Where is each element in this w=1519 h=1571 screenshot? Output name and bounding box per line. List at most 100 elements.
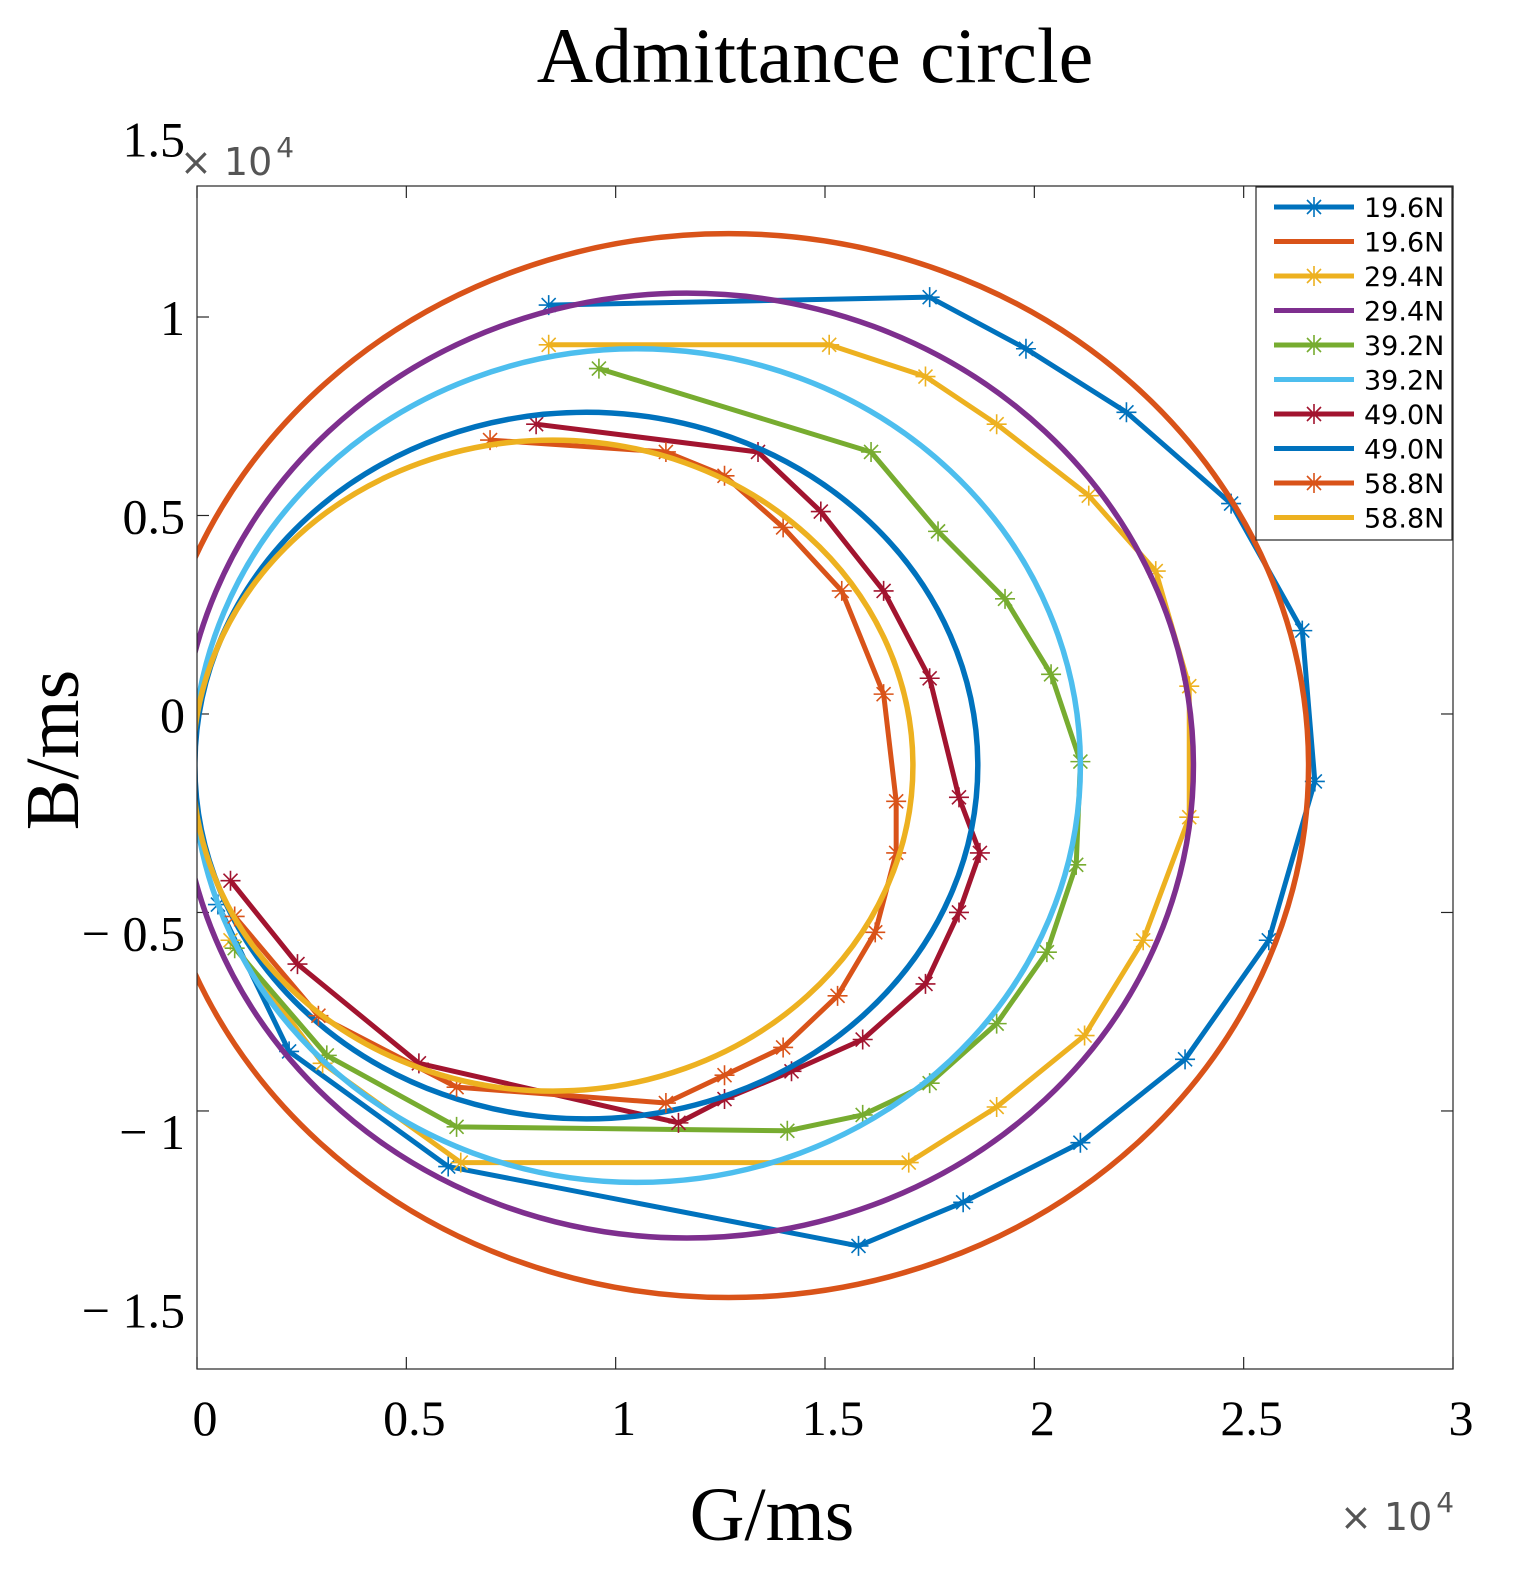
data-point-marker bbox=[986, 1013, 1007, 1034]
data-point-marker bbox=[1116, 402, 1137, 423]
data-point-marker bbox=[1175, 1049, 1196, 1070]
series-39.2N-fit bbox=[197, 346, 1084, 1186]
data-point-marker bbox=[995, 588, 1016, 609]
series-line bbox=[197, 346, 1084, 1186]
data-point-marker bbox=[1066, 854, 1087, 875]
legend-label: 58.8N bbox=[1364, 504, 1444, 535]
y-tick-label: 1 bbox=[160, 290, 185, 346]
data-point-marker bbox=[810, 501, 831, 522]
data-point-marker bbox=[1015, 338, 1036, 359]
y-tick-label: − 1.5 bbox=[82, 1282, 185, 1338]
legend-item: 29.4N bbox=[1274, 297, 1444, 328]
data-point-marker bbox=[668, 1112, 689, 1133]
data-point-marker bbox=[969, 842, 990, 863]
legend-item: 19.6N bbox=[1274, 193, 1444, 224]
y-tick-label: − 0.5 bbox=[82, 905, 185, 961]
series-line bbox=[197, 231, 1312, 1301]
legend-label: 49.0N bbox=[1364, 435, 1444, 466]
legend-label: 39.2N bbox=[1364, 366, 1444, 397]
data-point-marker bbox=[438, 1156, 459, 1177]
data-point-marker bbox=[1292, 620, 1313, 641]
series-line bbox=[197, 437, 916, 1094]
data-point-marker bbox=[220, 930, 241, 951]
series-group bbox=[197, 231, 1325, 1301]
x-tick-label: 1 bbox=[611, 1390, 636, 1446]
data-point-marker bbox=[777, 1120, 798, 1141]
data-point-marker bbox=[538, 334, 559, 355]
data-point-marker bbox=[287, 954, 308, 975]
data-point-marker bbox=[526, 414, 547, 435]
data-point-marker bbox=[928, 521, 949, 542]
legend-label: 19.6N bbox=[1364, 228, 1444, 259]
legend: 19.6N19.6N29.4N29.4N39.2N39.2N49.0N49.0N… bbox=[1255, 186, 1453, 541]
chart-title: Admittance circle bbox=[537, 12, 1094, 99]
data-point-marker bbox=[886, 842, 907, 863]
legend-label: 29.4N bbox=[1364, 297, 1444, 328]
data-point-marker bbox=[986, 414, 1007, 435]
data-point-marker bbox=[1304, 404, 1324, 424]
y-tick-group: 1.5 1 0.5 0 − 0.5 − 1 − 1.5 bbox=[82, 111, 1453, 1338]
data-point-marker bbox=[1133, 930, 1154, 951]
data-point-marker bbox=[861, 441, 882, 462]
data-point-marker bbox=[986, 1096, 1007, 1117]
y-scale-label: × 10 4 bbox=[180, 131, 294, 184]
x-tick-group: 0 0.5 1 1.5 2 2.5 3 bbox=[193, 186, 1474, 1446]
data-point-marker bbox=[316, 1045, 337, 1066]
data-point-marker bbox=[873, 684, 894, 705]
x-tick-label: 3 bbox=[1449, 1390, 1474, 1446]
x-tick-label: 1.5 bbox=[802, 1390, 865, 1446]
data-point-marker bbox=[827, 985, 848, 1006]
data-point-marker bbox=[714, 1065, 735, 1086]
data-point-marker bbox=[1179, 676, 1200, 697]
legend-label: 58.8N bbox=[1364, 469, 1444, 500]
legend-item: 49.0N bbox=[1274, 435, 1444, 466]
x-axis-label: G/ms bbox=[690, 1473, 855, 1557]
data-point-marker bbox=[1304, 197, 1324, 217]
series-29.4N-fit bbox=[197, 290, 1197, 1241]
data-point-marker bbox=[748, 441, 769, 462]
x-tick-label: 0.5 bbox=[383, 1390, 446, 1446]
y-tick-label: 0.5 bbox=[123, 488, 186, 544]
series-39.2N-marked bbox=[224, 358, 1091, 1141]
legend-item: 39.2N bbox=[1274, 366, 1444, 397]
data-point-marker bbox=[915, 366, 936, 387]
data-point-marker bbox=[898, 1152, 919, 1173]
data-point-marker bbox=[450, 1152, 471, 1173]
data-point-marker bbox=[886, 791, 907, 812]
data-point-marker bbox=[831, 580, 852, 601]
series-line bbox=[197, 409, 981, 1122]
series-line bbox=[228, 421, 983, 1126]
data-point-marker bbox=[1036, 942, 1057, 963]
data-point-marker bbox=[781, 1061, 802, 1082]
data-point-marker bbox=[773, 517, 794, 538]
legend-label: 39.2N bbox=[1364, 331, 1444, 362]
plot-frame bbox=[196, 185, 1454, 1370]
data-point-marker bbox=[655, 441, 676, 462]
data-point-marker bbox=[538, 295, 559, 316]
data-point-marker bbox=[848, 1235, 869, 1256]
data-point-marker bbox=[919, 668, 940, 689]
data-point-marker bbox=[919, 287, 940, 308]
legend-item: 58.8N bbox=[1274, 469, 1444, 500]
legend-item: 58.8N bbox=[1274, 504, 1444, 535]
data-point-marker bbox=[865, 922, 886, 943]
data-point-marker bbox=[915, 973, 936, 994]
legend-item: 19.6N bbox=[1274, 228, 1444, 259]
data-point-marker bbox=[852, 1104, 873, 1125]
x-tick-label: 2.5 bbox=[1220, 1390, 1283, 1446]
data-point-marker bbox=[773, 1037, 794, 1058]
legend-item: 29.4N bbox=[1274, 262, 1444, 293]
y-tick-label: − 1 bbox=[119, 1104, 185, 1160]
data-point-marker bbox=[446, 1116, 467, 1137]
data-point-marker bbox=[1304, 771, 1325, 792]
data-point-marker bbox=[873, 580, 894, 601]
data-point-marker bbox=[1074, 1025, 1095, 1046]
data-point-marker bbox=[588, 358, 609, 379]
series-58.8N-fit bbox=[197, 437, 916, 1094]
data-point-marker bbox=[1078, 485, 1099, 506]
x-scale-label: × 10 4 bbox=[1340, 1486, 1454, 1539]
series-19.6N-fit bbox=[197, 231, 1312, 1301]
data-point-marker bbox=[408, 1053, 429, 1074]
x-tick-label: 0 bbox=[193, 1390, 218, 1446]
data-point-marker bbox=[220, 870, 241, 891]
